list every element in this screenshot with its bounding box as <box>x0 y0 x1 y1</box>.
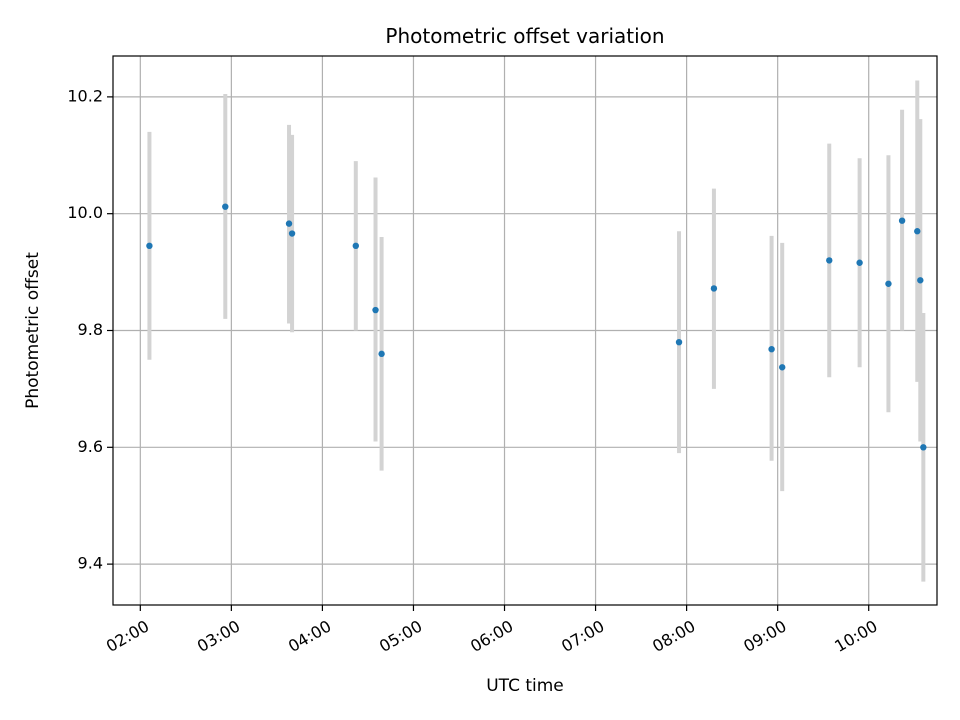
data-point <box>856 259 863 266</box>
y-tick-label: 9.8 <box>78 320 103 339</box>
y-tick-label: 10.2 <box>67 86 103 105</box>
data-point <box>352 242 359 250</box>
y-tick-label: 9.4 <box>78 554 103 573</box>
x-axis-label: UTC time <box>486 676 564 696</box>
data-point <box>826 257 833 264</box>
chart-title: Photometric offset variation <box>385 24 664 48</box>
data-point <box>378 350 385 358</box>
y-tick-label: 10.0 <box>67 203 103 222</box>
data-point <box>885 280 892 287</box>
data-point <box>710 285 718 292</box>
y-axis-label: Photometric offset <box>23 252 43 409</box>
data-point <box>675 338 683 346</box>
data-point <box>222 203 229 210</box>
data-point <box>917 277 924 284</box>
data-point <box>146 242 153 250</box>
data-point <box>898 217 906 224</box>
grid <box>113 56 937 605</box>
data-point <box>288 230 296 237</box>
y-tick-label: 9.6 <box>78 437 103 456</box>
data-points <box>146 203 927 451</box>
data-point <box>920 444 927 451</box>
data-point <box>372 306 379 314</box>
data-point <box>779 364 786 371</box>
data-point <box>914 228 921 235</box>
data-point <box>768 345 775 353</box>
data-point <box>285 220 293 227</box>
